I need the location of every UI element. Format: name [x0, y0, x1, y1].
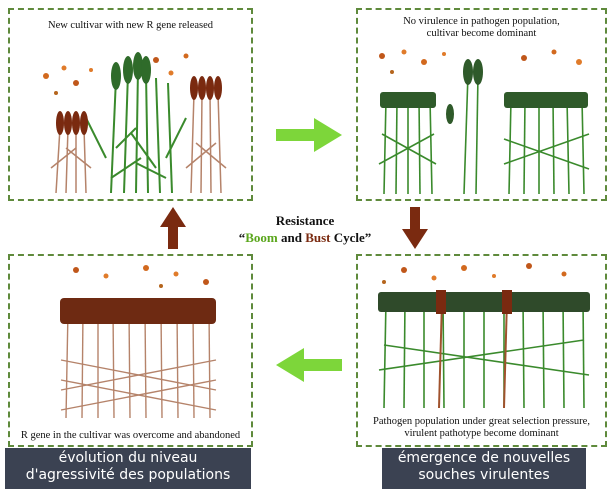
boom-word: Boom — [245, 230, 278, 245]
caption-evolution-aggressivity: évolution du niveau d'agressivité des po… — [5, 448, 251, 489]
panel-cultivar-dominant: No virulence in pathogen population, cul… — [356, 8, 607, 201]
panel-new-cultivar: New cultivar with new R gene released — [8, 8, 253, 201]
healthy-wheat-group — [378, 73, 590, 195]
caption-new-virulent-strains: émergence de nouvelles souches virulente… — [382, 448, 586, 489]
spore-cloud — [73, 265, 209, 288]
spore-cloud — [379, 49, 582, 74]
spore-cloud — [382, 263, 567, 284]
panel-virulent-pathotype: Pathogen population under great selectio… — [356, 254, 607, 447]
panel-cultivar-dominant-line1: No virulence in pathogen population, — [403, 16, 560, 27]
arrow-right-icon — [276, 118, 342, 152]
diseased-wheat-group — [60, 309, 217, 419]
panel-new-cultivar-text: New cultivar with new R gene released — [47, 20, 214, 31]
caption-right-line2: souches virulentes — [418, 467, 550, 483]
wheat-field-illustration — [43, 52, 227, 194]
caption-left-line2: d'agressivité des populations — [25, 467, 231, 483]
cycle-word: Cycle” — [330, 230, 372, 245]
cycle-title-line2: “Boom and Bust Cycle” — [170, 229, 440, 246]
quote-open: “ — [238, 230, 246, 245]
arrow-left-icon — [276, 348, 342, 382]
infected-field-illustration — [378, 263, 590, 409]
arrow-up-icon — [160, 207, 186, 249]
caption-left-line1: évolution du niveau — [58, 450, 198, 466]
and-word: and — [277, 230, 306, 245]
bust-word: Bust — [305, 230, 331, 245]
diseased-wheat-right — [185, 92, 227, 194]
mixed-wheat-group — [378, 299, 590, 409]
panel-virulent-pathotype-line1: Pathogen population under great selectio… — [373, 416, 590, 427]
panel-virulent-pathotype-line2: virulent pathotype become dominant — [404, 428, 559, 439]
caption-right-line1: émergence de nouvelles — [397, 450, 571, 466]
cycle-title-line1: Resistance — [275, 213, 335, 228]
spore-cloud — [43, 53, 189, 95]
arrow-down-icon — [402, 207, 428, 249]
diseased-wheat-left — [50, 127, 92, 194]
dominant-wheat-illustration — [378, 49, 590, 195]
cycle-title: Resistance “Boom and Bust Cycle” — [170, 212, 440, 246]
panel-r-gene-overcome-text: R gene in the cultivar was overcome and … — [20, 430, 241, 441]
healthy-wheat-group — [85, 67, 187, 194]
panel-r-gene-overcome: R gene in the cultivar was overcome and … — [8, 254, 253, 447]
panel-cultivar-dominant-line2: cultivar become dominant — [426, 28, 537, 39]
overcome-field-illustration — [60, 265, 217, 419]
